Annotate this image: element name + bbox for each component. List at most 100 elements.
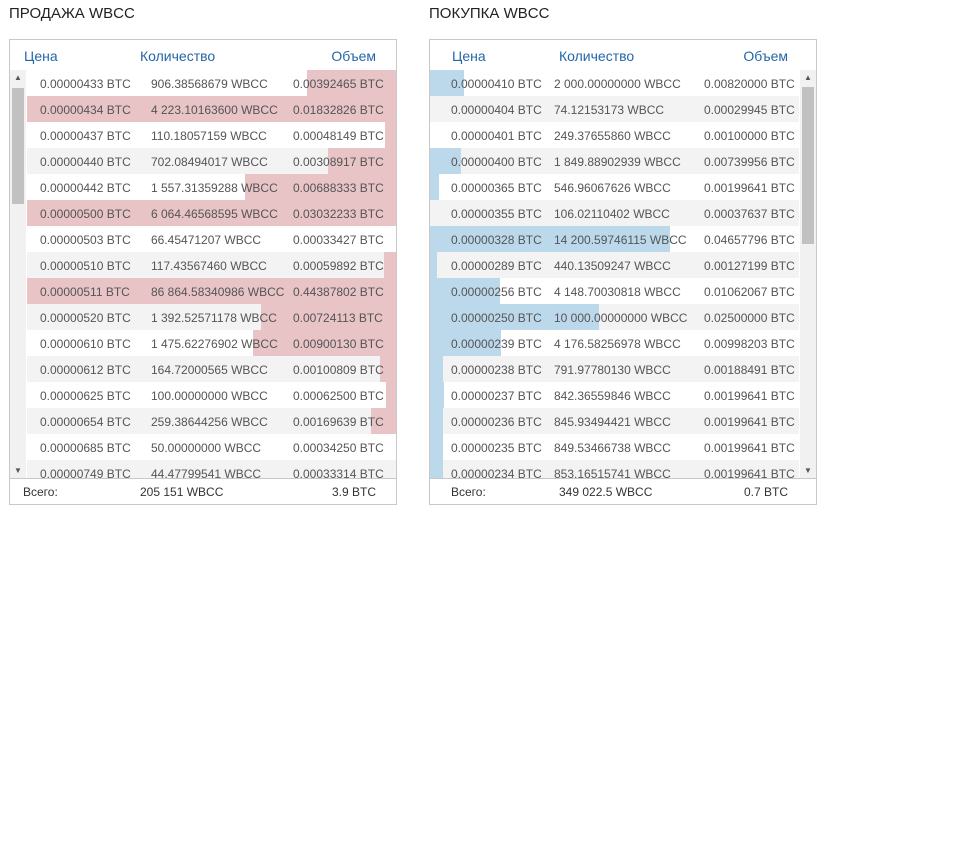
volume: 0.00199641 BTC	[704, 467, 795, 478]
depth-bar	[430, 252, 437, 278]
buy-title: ПОКУПКА WBCC	[429, 5, 550, 22]
totals-row: Всего: 205 151 WBCC 3.9 BTC	[10, 478, 396, 505]
depth-bar	[245, 174, 396, 200]
order-row: 0.00000749 BTC 44.47799541 WBCC 0.00033314…	[27, 460, 396, 478]
amount: 853.16515741 WBCC	[554, 467, 671, 478]
volume: 0.00199641 BTC	[704, 415, 795, 429]
price: 0.00000237 BTC	[451, 389, 542, 403]
depth-bar	[27, 200, 396, 226]
price: 0.00000236 BTC	[451, 415, 542, 429]
order-row: 0.00000610 BTC 1 475.62276902 WBCC 0.00900…	[27, 330, 396, 356]
price: 0.00000234 BTC	[451, 467, 542, 478]
volume: 0.00127199 BTC	[704, 259, 795, 273]
depth-bar	[380, 356, 396, 382]
volume: 0.00037637 BTC	[704, 207, 795, 221]
order-row: 0.00000654 BTC 259.38644256 WBCC 0.0016963…	[27, 408, 396, 434]
amount: 86 864.58340986 WBCC	[151, 285, 285, 299]
volume: 0.00308917 BTC	[293, 155, 384, 169]
price: 0.00000503 BTC	[40, 233, 131, 247]
depth-bar	[27, 96, 396, 122]
amount: 4 148.70030818 WBCC	[554, 285, 681, 299]
depth-bar	[307, 70, 396, 96]
total-label: Всего:	[451, 485, 486, 499]
order-row: 0.00000410 BTC 2 000.00000000 WBCC 0.00820…	[430, 70, 799, 96]
order-row: 0.00000404 BTC 74.12153173 WBCC 0.00029945…	[430, 96, 799, 122]
order-row: 0.00000440 BTC 702.08494017 WBCC 0.0030891…	[27, 148, 396, 174]
price: 0.00000437 BTC	[40, 129, 131, 143]
order-row: 0.00000520 BTC 1 392.52571178 WBCC 0.00724…	[27, 304, 396, 330]
table-header: Цена Количество Объем	[430, 40, 816, 70]
amount: 2 000.00000000 WBCC	[554, 77, 681, 91]
order-row: 0.00000401 BTC 249.37655860 WBCC 0.0010000…	[430, 122, 799, 148]
scroll-thumb	[802, 87, 814, 244]
column-header: Цена	[24, 48, 58, 64]
volume: 0.00199641 BTC	[704, 389, 795, 403]
order-row: 0.00000612 BTC 164.72000565 WBCC 0.0010080…	[27, 356, 396, 382]
price: 0.00000442 BTC	[40, 181, 131, 195]
price: 0.00000404 BTC	[451, 103, 542, 117]
amount: 1 475.62276902 WBCC	[151, 337, 278, 351]
amount: 106.02110402 WBCC	[554, 207, 670, 221]
total-label: Всего:	[23, 485, 58, 499]
volume: 0.00688333 BTC	[293, 181, 384, 195]
order-row: 0.00000510 BTC 117.43567460 WBCC 0.0005989…	[27, 252, 396, 278]
order-row: 0.00000235 BTC 849.53466738 WBCC 0.0019964…	[430, 434, 799, 460]
order-row: 0.00000437 BTC 110.18057159 WBCC 0.0004814…	[27, 122, 396, 148]
depth-bar	[328, 148, 396, 174]
scroll-up: ▲	[14, 73, 22, 82]
amount: 10 000.00000000 WBCC	[554, 311, 688, 325]
amount: 259.38644256 WBCC	[151, 415, 268, 429]
price: 0.00000328 BTC	[451, 233, 542, 247]
price: 0.00000256 BTC	[451, 285, 542, 299]
volume: 0.00100000 BTC	[704, 129, 795, 143]
depth-bar	[384, 252, 396, 278]
scroll-up: ▲	[804, 73, 812, 82]
depth-bar	[385, 122, 396, 148]
volume: 0.00029945 BTC	[704, 103, 795, 117]
volume: 0.00169639 BTC	[293, 415, 384, 429]
total-amount: 205 151 WBCC	[140, 485, 224, 499]
amount: 6 064.46568595 WBCC	[151, 207, 278, 221]
amount: 117.43567460 WBCC	[151, 259, 267, 273]
price: 0.00000365 BTC	[451, 181, 542, 195]
volume: 0.00188491 BTC	[704, 363, 795, 377]
volume: 0.02500000 BTC	[704, 311, 795, 325]
price: 0.00000355 BTC	[451, 207, 542, 221]
price: 0.00000239 BTC	[451, 337, 542, 351]
order-row: 0.00000365 BTC 546.96067626 WBCC 0.0019964…	[430, 174, 799, 200]
depth-bar	[27, 278, 396, 304]
amount: 50.00000000 WBCC	[151, 441, 262, 455]
volume: 0.00034250 BTC	[293, 441, 384, 455]
amount: 1 557.31359288 WBCC	[151, 181, 278, 195]
depth-bar	[386, 382, 396, 408]
price: 0.00000250 BTC	[451, 311, 542, 325]
price: 0.00000500 BTC	[40, 207, 131, 221]
order-list: 0.00000433 BTC 906.38568679 WBCC 0.0039246…	[27, 70, 396, 478]
price: 0.00000235 BTC	[451, 441, 542, 455]
scrollbar: ▲ ▼	[800, 70, 816, 478]
volume: 0.00900130 BTC	[293, 337, 384, 351]
order-row: 0.00000234 BTC 853.16515741 WBCC 0.0019964…	[430, 460, 799, 478]
depth-bar	[261, 304, 396, 330]
amount: 249.37655860 WBCC	[554, 129, 671, 143]
volume: 0.00392465 BTC	[293, 77, 384, 91]
depth-bar	[430, 330, 501, 356]
price: 0.00000510 BTC	[40, 259, 131, 273]
amount: 1 849.88902939 WBCC	[554, 155, 681, 169]
price: 0.00000289 BTC	[451, 259, 542, 273]
volume: 0.00062500 BTC	[293, 389, 384, 403]
depth-bar	[430, 70, 464, 96]
scrollbar: ▲ ▼	[10, 70, 26, 478]
price: 0.00000433 BTC	[40, 77, 131, 91]
price: 0.00000440 BTC	[40, 155, 131, 169]
depth-bar	[430, 304, 599, 330]
price: 0.00000610 BTC	[40, 337, 131, 351]
volume: 0.00724113 BTC	[293, 311, 383, 325]
order-row: 0.00000355 BTC 106.02110402 WBCC 0.0003763…	[430, 200, 799, 226]
depth-bar	[253, 330, 396, 356]
scroll-thumb	[12, 88, 24, 204]
amount: 14 200.59746115 WBCC	[554, 233, 687, 247]
amount: 66.45471207 WBCC	[151, 233, 262, 247]
amount: 164.72000565 WBCC	[151, 363, 268, 377]
scroll-down: ▼	[14, 466, 22, 475]
